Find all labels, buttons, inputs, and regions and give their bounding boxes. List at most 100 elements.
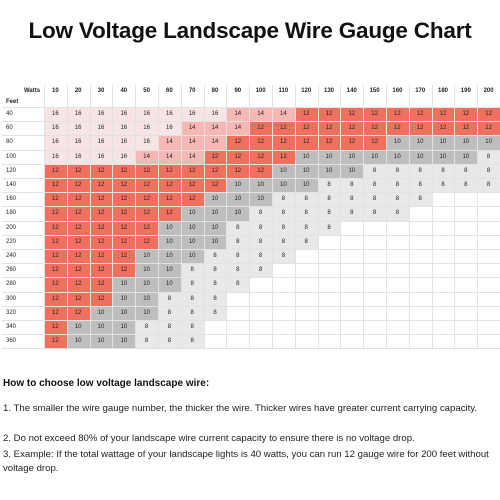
gauge-cell: 12 (89, 192, 113, 207)
gauge-cell: 12 (180, 178, 204, 193)
gauge-cell: 12 (135, 220, 158, 235)
gauge-cell: 10 (135, 291, 158, 306)
gauge-cell (272, 305, 295, 320)
gauge-cell (272, 277, 295, 292)
gauge-cell: 12 (44, 320, 67, 335)
gauge-cell: 10 (477, 135, 500, 150)
gauge-cell (408, 206, 432, 221)
gauge-cell (477, 263, 500, 278)
gauge-cell: 8 (386, 163, 409, 178)
gauge-cell: 8 (431, 178, 455, 193)
watts-header: 140 (346, 88, 357, 94)
gauge-cell (431, 305, 455, 320)
gauge-cell (454, 334, 478, 349)
gauge-cell: 16 (44, 107, 67, 122)
gauge-cell: 16 (66, 107, 90, 122)
gauge-cell (226, 305, 250, 320)
gauge-cell: 12 (408, 107, 432, 122)
gauge-cell: 12 (272, 121, 295, 136)
gauge-cell: 8 (203, 305, 227, 320)
gauge-cell: 12 (44, 263, 67, 278)
feet-label: 100 (6, 153, 17, 160)
gauge-cell (363, 263, 386, 278)
gauge-cell (363, 249, 386, 264)
gauge-cell: 12 (272, 149, 295, 164)
gauge-cell: 10 (431, 135, 455, 150)
gauge-cell: 12 (66, 206, 90, 221)
feet-label: 300 (6, 295, 17, 302)
gauge-cell: 12 (66, 291, 90, 306)
gauge-cell: 10 (112, 277, 136, 292)
gauge-cell: 16 (112, 135, 136, 150)
gauge-cell: 8 (317, 178, 341, 193)
gauge-cell: 8 (317, 220, 341, 235)
gauge-cell: 14 (135, 149, 158, 164)
watts-header: 40 (120, 88, 128, 94)
gauge-cell: 12 (340, 107, 364, 122)
gauge-cell: 10 (135, 277, 158, 292)
gauge-cell: 12 (363, 121, 386, 136)
gauge-cell (340, 234, 364, 249)
gauge-cell: 10 (158, 263, 181, 278)
gauge-cell: 8 (135, 334, 158, 349)
gauge-cell: 10 (340, 149, 364, 164)
gauge-cell: 10 (386, 135, 409, 150)
gauge-cell: 12 (317, 135, 341, 150)
gauge-cell: 12 (112, 220, 136, 235)
gauge-cell: 8 (454, 178, 478, 193)
gauge-cell: 10 (89, 305, 113, 320)
gauge-cell (317, 277, 341, 292)
gauge-cell (386, 291, 409, 306)
gauge-cell: 12 (477, 121, 500, 136)
grid-line (431, 85, 433, 349)
gauge-cell (363, 291, 386, 306)
gauge-cell: 8 (203, 263, 227, 278)
gauge-cell (454, 277, 478, 292)
gauge-cell: 10 (180, 220, 204, 235)
gauge-cell: 8 (226, 249, 250, 264)
feet-label: 120 (6, 167, 17, 174)
gauge-cell (340, 334, 364, 349)
gauge-cell: 10 (203, 234, 227, 249)
gauge-cell: 8 (158, 334, 181, 349)
gauge-cell (477, 320, 500, 335)
gauge-cell: 10 (249, 192, 272, 207)
gauge-cell: 12 (249, 163, 272, 178)
gauge-cell (408, 305, 432, 320)
gauge-cell: 16 (158, 121, 181, 136)
gauge-cell (317, 249, 341, 264)
gauge-cell (386, 234, 409, 249)
feet-label: 260 (6, 267, 17, 274)
feet-label: 200 (6, 224, 17, 231)
grid-line (2, 249, 500, 250)
gauge-cell (477, 192, 500, 207)
gauge-cell: 12 (112, 163, 136, 178)
grid-line (2, 107, 500, 108)
gauge-cell: 12 (386, 121, 409, 136)
grid-line (2, 192, 500, 194)
gauge-cell (317, 305, 341, 320)
gauge-cell: 8 (363, 163, 386, 178)
gauge-cell (386, 263, 409, 278)
gauge-cell: 8 (180, 320, 204, 335)
gauge-cell: 8 (203, 249, 227, 264)
watts-header: 70 (188, 88, 196, 94)
gauge-cell (477, 291, 500, 306)
gauge-cell: 8 (294, 206, 318, 221)
gauge-cell: 8 (294, 234, 318, 249)
gauge-cell: 12 (272, 135, 295, 150)
gauge-cell: 12 (203, 178, 227, 193)
gauge-cell (340, 320, 364, 335)
gauge-cell (226, 320, 250, 335)
grid-line (2, 220, 500, 222)
gauge-cell (317, 291, 341, 306)
gauge-cell: 12 (89, 163, 113, 178)
grid-line (2, 135, 500, 137)
gauge-cell: 10 (226, 178, 250, 193)
gauge-cell: 16 (66, 135, 90, 150)
grid-line (89, 85, 91, 349)
gauge-cell (431, 192, 455, 207)
gauge-cell: 12 (44, 249, 67, 264)
grid-line (2, 121, 500, 123)
gauge-cell: 8 (226, 234, 250, 249)
